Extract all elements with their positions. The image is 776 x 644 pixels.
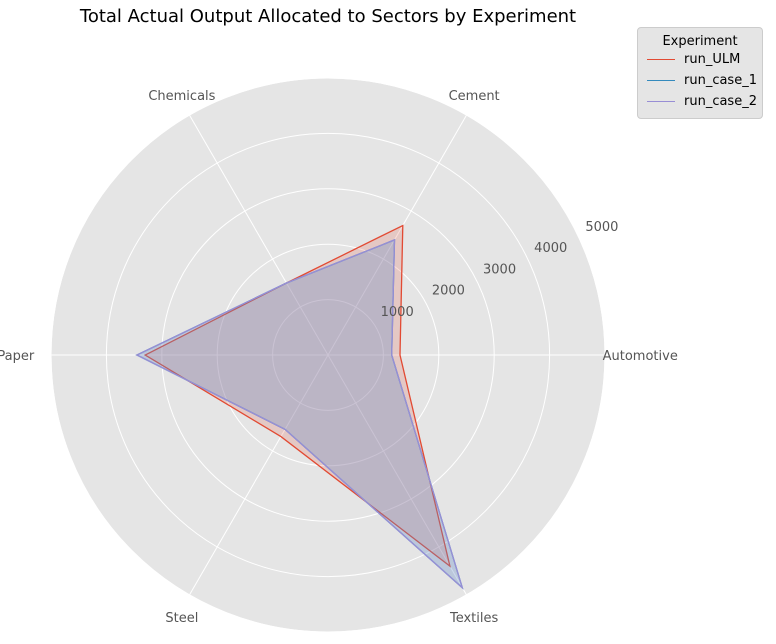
series-area-run-ULM	[143, 224, 451, 568]
legend-label: run_ULM	[684, 52, 741, 67]
legend-swatch	[647, 80, 675, 81]
legend: Experiment run_ULM run_case_1 run_case_2	[637, 27, 763, 119]
legend-item-run-case-2: run_case_2	[638, 91, 762, 112]
r-tick-label: 3000	[483, 262, 516, 277]
r-tick-label: 1000	[381, 305, 414, 320]
axis-label-cement: Cement	[449, 89, 500, 104]
grid-spoke	[327, 354, 467, 596]
grid-spoke	[189, 114, 329, 356]
axis-label-steel: Steel	[165, 611, 198, 626]
axis-label-textiles: Textiles	[449, 611, 499, 626]
grid-spoke	[189, 354, 329, 596]
legend-title: Experiment	[662, 34, 738, 49]
axis-label-automotive: Automotive	[603, 349, 678, 364]
r-tick-label: 2000	[432, 284, 465, 299]
legend-swatch	[647, 101, 675, 102]
legend-label: run_case_2	[684, 94, 757, 109]
series-area-run-case-2	[135, 238, 464, 590]
legend-swatch	[647, 59, 675, 60]
legend-label: run_case_1	[684, 73, 757, 88]
grid-spoke	[327, 114, 467, 356]
chart-title: Total Actual Output Allocated to Sectors…	[79, 6, 577, 27]
axis-label-paper: Paper	[0, 349, 35, 364]
axis-label-chemicals: Chemicals	[148, 89, 215, 104]
r-tick-label: 5000	[585, 220, 618, 235]
legend-item-run-case-1: run_case_1	[638, 70, 762, 91]
legend-item-run-ulm: run_ULM	[638, 49, 762, 70]
r-tick-label: 4000	[534, 241, 567, 256]
